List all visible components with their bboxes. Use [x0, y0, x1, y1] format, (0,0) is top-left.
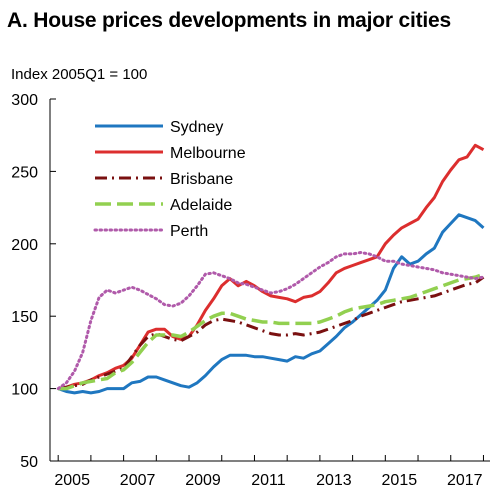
y-tick-label: 150 [11, 309, 38, 326]
legend-label-melbourne: Melbourne [170, 145, 246, 162]
chart-title: A. House prices developments in major ci… [7, 9, 452, 32]
y-tick-label: 300 [11, 92, 38, 109]
y-tick-label: 100 [11, 382, 38, 399]
x-tick-label: 2017 [447, 472, 483, 489]
y-axis-ticks: 50 100 150 200 250 300 [11, 92, 56, 471]
legend-label-sydney: Sydney [170, 119, 223, 136]
series-line-perth [56, 251, 485, 391]
legend-label-adelaide: Adelaide [170, 197, 232, 214]
x-tick-label: 2011 [251, 472, 286, 489]
series-line-adelaide [58, 272, 485, 391]
x-tick-label: 2007 [120, 472, 156, 489]
x-tick-label: 2005 [54, 472, 90, 489]
series-lines [56, 143, 485, 395]
y-tick-label: 200 [11, 237, 38, 254]
legend: Sydney Melbourne Brisbane Adelaide Perth [93, 119, 246, 240]
x-tick-label: 2013 [316, 472, 352, 489]
x-axis-ticks: 2005 2007 2009 2011 2013 2015 2017 [54, 455, 484, 489]
y-tick-label: 50 [20, 454, 38, 471]
legend-label-perth: Perth [170, 223, 208, 240]
x-tick-label: 2009 [185, 472, 221, 489]
y-tick-label: 250 [11, 164, 38, 181]
series-line-sydney [57, 213, 485, 395]
x-tick-label: 2015 [382, 472, 418, 489]
y-axis-unit-label: Index 2005Q1 = 100 [11, 66, 147, 83]
series-line-brisbane [57, 275, 485, 391]
legend-label-brisbane: Brisbane [170, 171, 233, 188]
